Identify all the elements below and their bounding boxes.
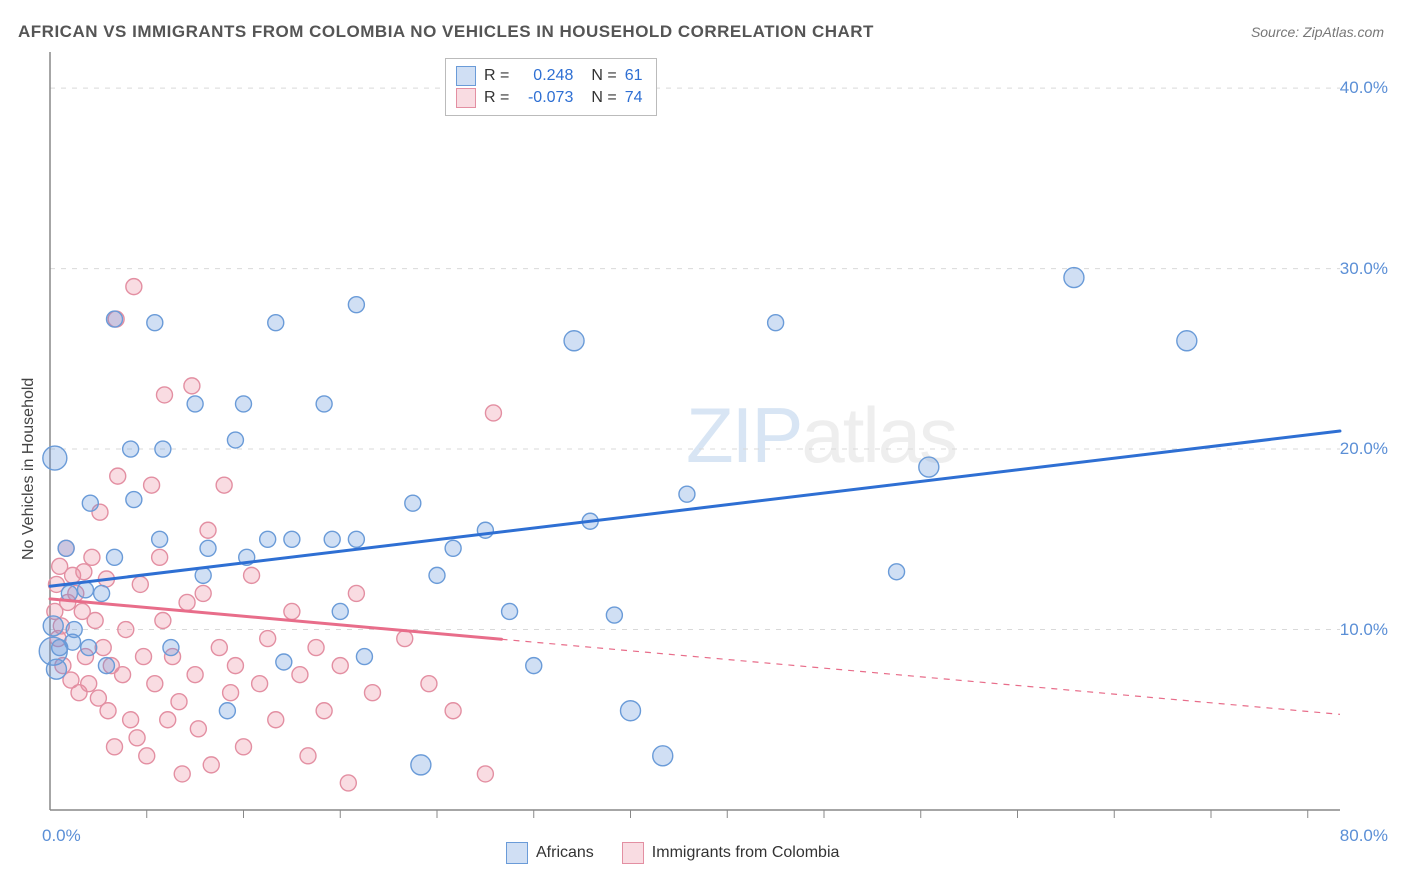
x-tick-label-left: 0.0%: [42, 826, 81, 846]
y-tick-label: 10.0%: [1340, 620, 1388, 640]
scatter-chart: [0, 0, 1406, 892]
y-tick-label: 40.0%: [1340, 78, 1388, 98]
x-tick-label-right: 80.0%: [1340, 826, 1388, 846]
n-label: N =: [591, 65, 616, 87]
legend-item: Immigrants from Colombia: [622, 842, 840, 864]
n-value: 74: [625, 87, 643, 109]
y-tick-label: 30.0%: [1340, 259, 1388, 279]
stats-row: R = 0.248 N = 61: [456, 65, 642, 87]
r-label: R =: [484, 65, 509, 87]
legend-swatch-icon: [622, 842, 644, 864]
n-label: N =: [591, 87, 616, 109]
stats-row: R = -0.073 N = 74: [456, 87, 642, 109]
legend-item: Africans: [506, 842, 594, 864]
r-value: -0.073: [517, 87, 573, 109]
series-legend: Africans Immigrants from Colombia: [506, 842, 839, 864]
y-tick-label: 20.0%: [1340, 439, 1388, 459]
legend-swatch-icon: [456, 88, 476, 108]
legend-label: Africans: [536, 844, 594, 861]
legend-label: Immigrants from Colombia: [652, 844, 840, 861]
r-value: 0.248: [517, 65, 573, 87]
legend-swatch-icon: [456, 66, 476, 86]
n-value: 61: [625, 65, 643, 87]
r-label: R =: [484, 87, 509, 109]
stats-legend: R = 0.248 N = 61 R = -0.073 N = 74: [445, 58, 657, 116]
legend-swatch-icon: [506, 842, 528, 864]
